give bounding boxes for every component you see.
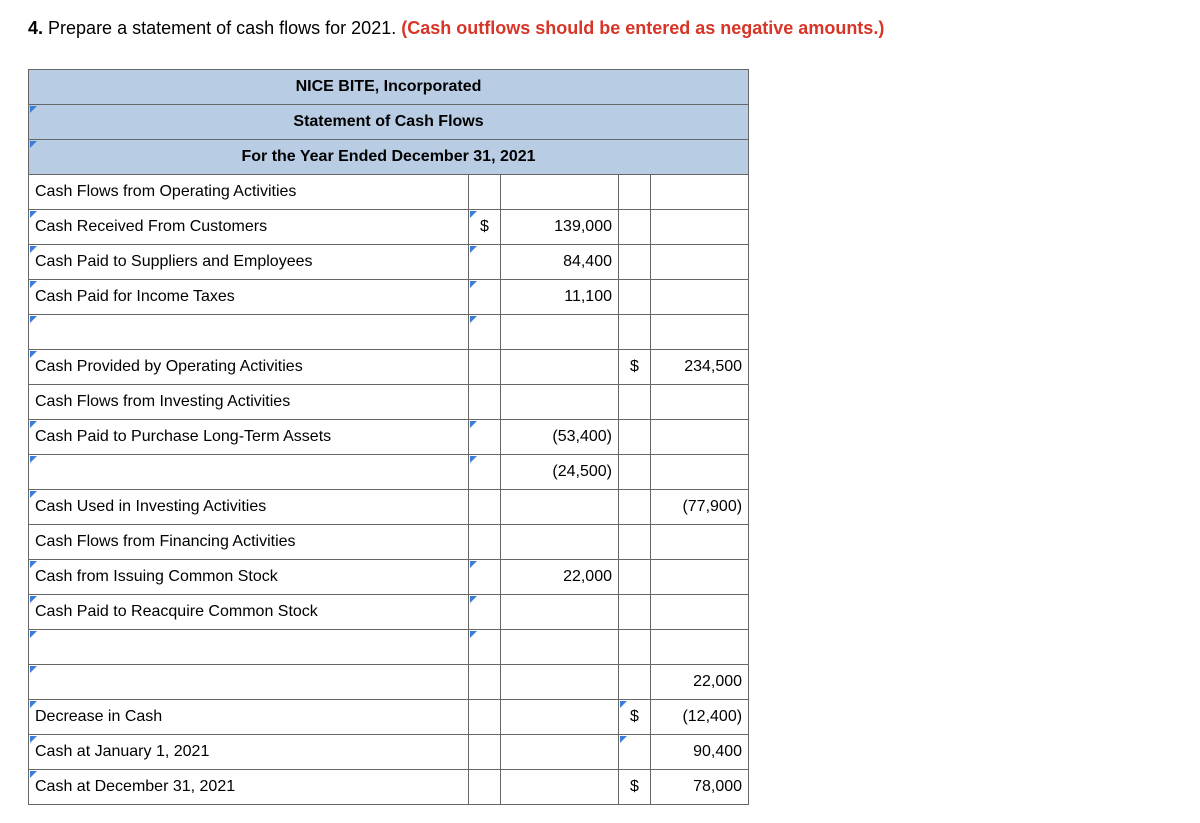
dropdown-icon <box>470 631 477 638</box>
amount-cell[interactable]: 84,400 <box>501 245 619 280</box>
dropdown-icon <box>620 736 627 743</box>
amount-cell[interactable]: 139,000 <box>501 210 619 245</box>
table-row: (24,500) <box>29 455 749 490</box>
amount-cell: 78,000 <box>651 770 749 805</box>
dropdown-icon <box>470 561 477 568</box>
table-row: Cash from Issuing Common Stock 22,000 <box>29 560 749 595</box>
table-row: Cash Flows from Financing Activities <box>29 525 749 560</box>
period-header[interactable]: For the Year Ended December 31, 2021 <box>29 140 749 175</box>
line-item-label[interactable]: Cash Paid to Suppliers and Employees <box>29 245 469 280</box>
question-line: 4. Prepare a statement of cash flows for… <box>28 18 1172 39</box>
dropdown-icon <box>30 211 37 218</box>
dropdown-icon <box>470 596 477 603</box>
table-row: Cash Flows from Investing Activities <box>29 385 749 420</box>
dropdown-icon <box>470 456 477 463</box>
question-instruction: (Cash outflows should be entered as nega… <box>401 18 884 38</box>
line-item-label[interactable]: Cash Paid to Reacquire Common Stock <box>29 595 469 630</box>
dropdown-icon <box>30 561 37 568</box>
line-item-label[interactable]: Cash Paid to Purchase Long-Term Assets <box>29 420 469 455</box>
table-row: 22,000 <box>29 665 749 700</box>
inv-section-header: Cash Flows from Investing Activities <box>29 385 469 420</box>
dropdown-icon <box>30 491 37 498</box>
table-row: Cash Paid to Reacquire Common Stock <box>29 595 749 630</box>
question-text: Prepare a statement of cash flows for 20… <box>48 18 396 38</box>
line-item-label[interactable]: Cash Received From Customers <box>29 210 469 245</box>
dropdown-icon <box>30 771 37 778</box>
dropdown-icon <box>470 246 477 253</box>
amount-cell: (12,400) <box>651 700 749 735</box>
dropdown-icon <box>30 596 37 603</box>
amount-cell[interactable]: 22,000 <box>501 560 619 595</box>
currency-symbol[interactable]: $ <box>469 210 501 245</box>
dropdown-icon <box>470 281 477 288</box>
dropdown-icon <box>30 631 37 638</box>
table-row: Decrease in Cash $ (12,400) <box>29 700 749 735</box>
line-item-label[interactable]: Cash at January 1, 2021 <box>29 735 469 770</box>
dropdown-icon <box>30 701 37 708</box>
dropdown-icon <box>30 736 37 743</box>
table-row: Cash Paid for Income Taxes 11,100 <box>29 280 749 315</box>
dropdown-icon <box>30 106 37 113</box>
line-item-label[interactable]: Cash from Issuing Common Stock <box>29 560 469 595</box>
company-header: NICE BITE, Incorporated <box>29 70 749 105</box>
line-item-label[interactable]: Decrease in Cash <box>29 700 469 735</box>
table-row: NICE BITE, Incorporated <box>29 70 749 105</box>
fin-section-header: Cash Flows from Financing Activities <box>29 525 469 560</box>
line-item-label[interactable]: Cash Provided by Operating Activities <box>29 350 469 385</box>
line-item-label[interactable] <box>29 455 469 490</box>
currency-symbol: $ <box>619 350 651 385</box>
table-row: For the Year Ended December 31, 2021 <box>29 140 749 175</box>
dropdown-icon <box>30 456 37 463</box>
table-row: Cash Flows from Operating Activities <box>29 175 749 210</box>
dropdown-icon <box>30 246 37 253</box>
line-item-label[interactable] <box>29 665 469 700</box>
dropdown-icon <box>30 666 37 673</box>
table-row: Cash at January 1, 2021 90,400 <box>29 735 749 770</box>
dropdown-icon <box>470 211 477 218</box>
dropdown-icon <box>470 316 477 323</box>
currency-symbol: $ <box>619 770 651 805</box>
line-item-label[interactable]: Cash Used in Investing Activities <box>29 490 469 525</box>
question-number: 4. <box>28 18 43 38</box>
dropdown-icon <box>30 421 37 428</box>
table-row: Statement of Cash Flows <box>29 105 749 140</box>
table-row: Cash Paid to Suppliers and Employees 84,… <box>29 245 749 280</box>
amount-cell: 90,400 <box>651 735 749 770</box>
table-row <box>29 630 749 665</box>
currency-symbol[interactable]: $ <box>619 700 651 735</box>
amount-cell: (77,900) <box>651 490 749 525</box>
dropdown-icon <box>30 141 37 148</box>
line-item-label[interactable] <box>29 630 469 665</box>
statement-title[interactable]: Statement of Cash Flows <box>29 105 749 140</box>
line-item-label[interactable] <box>29 315 469 350</box>
amount-cell[interactable]: (24,500) <box>501 455 619 490</box>
dropdown-icon <box>30 316 37 323</box>
dropdown-icon <box>30 351 37 358</box>
amount-cell[interactable]: 11,100 <box>501 280 619 315</box>
amount-cell: 234,500 <box>651 350 749 385</box>
table-row: Cash Received From Customers $ 139,000 <box>29 210 749 245</box>
dropdown-icon <box>620 701 627 708</box>
table-row: Cash at December 31, 2021 $ 78,000 <box>29 770 749 805</box>
line-item-label[interactable]: Cash Paid for Income Taxes <box>29 280 469 315</box>
dropdown-icon <box>30 281 37 288</box>
amount-cell: 22,000 <box>651 665 749 700</box>
table-row: Cash Provided by Operating Activities $ … <box>29 350 749 385</box>
line-item-label[interactable]: Cash at December 31, 2021 <box>29 770 469 805</box>
cash-flow-table: NICE BITE, Incorporated Statement of Cas… <box>28 69 749 805</box>
ops-section-header: Cash Flows from Operating Activities <box>29 175 469 210</box>
table-row <box>29 315 749 350</box>
table-row: Cash Used in Investing Activities (77,90… <box>29 490 749 525</box>
dropdown-icon <box>470 421 477 428</box>
table-row: Cash Paid to Purchase Long-Term Assets (… <box>29 420 749 455</box>
amount-cell[interactable]: (53,400) <box>501 420 619 455</box>
